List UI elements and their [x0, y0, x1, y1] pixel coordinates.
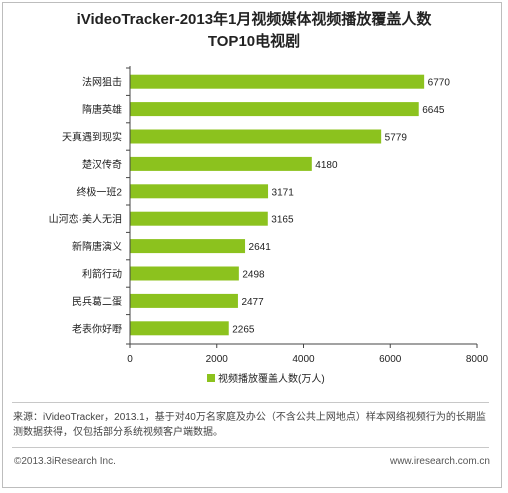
bar-chart: 法网狙击 6770 隋唐英雄 6645 天真遇到现实 5779 楚汉传奇 4180 终极一班2 3… [49, 66, 489, 385]
bar [130, 211, 268, 226]
legend-swatch [207, 374, 215, 382]
data-label: 2477 [241, 297, 264, 308]
data-label: 3165 [271, 215, 294, 226]
bar [130, 184, 269, 199]
x-tick-label: 8000 [466, 354, 489, 365]
source-divider [12, 402, 489, 403]
chart-title: iVideoTracker-2013年1月视频媒体视频播放覆盖人数 [76, 11, 432, 28]
x-tick-label: 0 [127, 354, 133, 365]
x-tick-label: 4000 [292, 354, 315, 365]
x-tick-label: 6000 [379, 354, 402, 365]
data-label: 6770 [428, 78, 451, 89]
data-label: 6645 [422, 105, 445, 116]
data-label: 2265 [232, 324, 255, 335]
bar [130, 293, 238, 308]
data-label: 2498 [242, 270, 265, 281]
x-tick-label: 2000 [206, 354, 229, 365]
copyright-text: ©2013.3iResearch Inc. [14, 456, 116, 467]
category-label: 新隋唐演义 [72, 240, 122, 253]
category-label: 老表你好嘢 [72, 322, 122, 335]
bar [130, 74, 425, 89]
category-label: 天真遇到现实 [62, 131, 122, 144]
bar [130, 321, 229, 336]
category-label: 山河恋·美人无泪 [49, 213, 122, 226]
data-label: 4180 [315, 160, 338, 171]
bar [130, 129, 382, 144]
bar [130, 239, 246, 254]
footer-divider [12, 447, 489, 448]
category-label: 楚汉传奇 [82, 158, 122, 171]
chart-subtitle: TOP10电视剧 [207, 33, 301, 50]
data-label: 5779 [385, 133, 408, 144]
category-label: 利箭行动 [82, 268, 122, 281]
website-text: www.iresearch.com.cn [389, 456, 490, 467]
data-label: 3171 [272, 187, 295, 198]
legend-label: 视频播放覆盖人数(万人) [218, 372, 325, 385]
category-label: 隋唐英雄 [82, 103, 122, 116]
category-label: 终极一班2 [76, 185, 122, 198]
source-note: 来源：iVideoTracker，2013.1，基于对40万名家庭及办公（不含公… [13, 412, 486, 438]
category-label: 民兵葛二蛋 [72, 295, 122, 308]
bar [130, 156, 312, 171]
category-label: 法网狙击 [82, 76, 122, 89]
data-label: 2641 [249, 242, 272, 253]
bar [130, 102, 419, 117]
bar [130, 266, 239, 281]
